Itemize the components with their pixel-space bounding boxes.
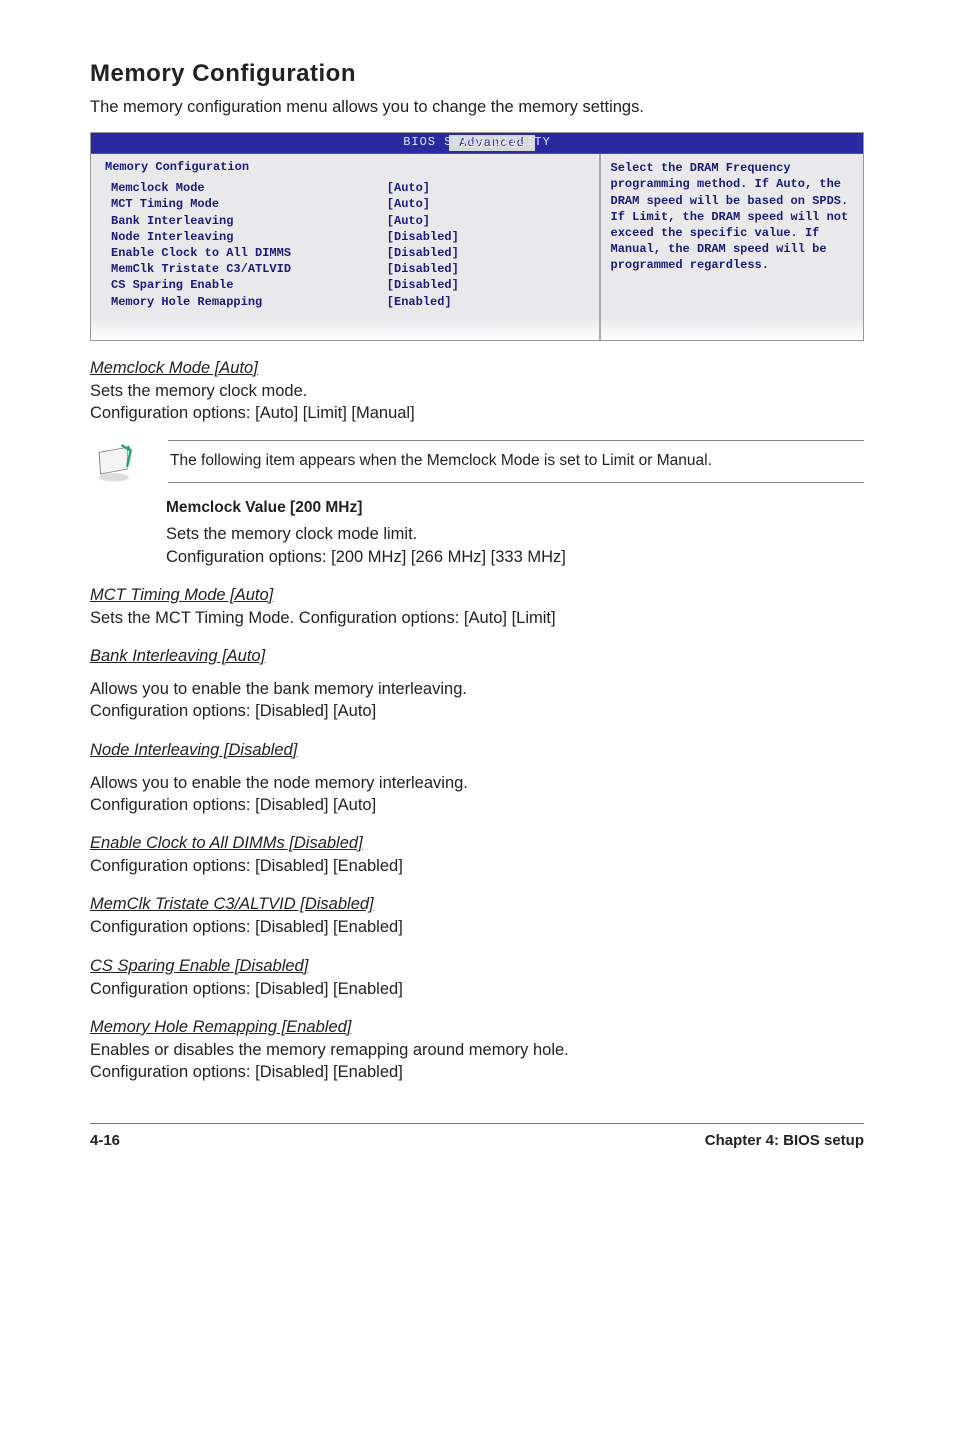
bios-setting-key: MemClk Tristate C3/ATLVID: [111, 261, 387, 277]
bios-setting-value: [Auto]: [387, 180, 587, 196]
section-line: Configuration options: [Auto] [Limit] [M…: [90, 402, 864, 424]
section-line: Configuration options: [Disabled] [Enabl…: [90, 916, 864, 938]
bios-setting-row: MemClk Tristate C3/ATLVID[Disabled]: [99, 261, 591, 277]
section-line: Allows you to enable the node memory int…: [90, 772, 864, 794]
note-block: The following item appears when the Memc…: [90, 440, 864, 489]
bios-setting-value: [Disabled]: [387, 261, 587, 277]
footer-page-number: 4-16: [90, 1132, 120, 1149]
section-title: CS Sparing Enable [Disabled]: [90, 957, 864, 976]
section-title: Node Interleaving [Disabled]: [90, 741, 864, 760]
intro-text: The memory configuration menu allows you…: [90, 96, 864, 118]
section-title: Memclock Mode [Auto]: [90, 359, 864, 378]
memclock-body-line: Sets the memory clock mode limit.: [166, 523, 864, 545]
bios-setting-key: CS Sparing Enable: [111, 277, 387, 293]
bios-setting-row: MCT Timing Mode[Auto]: [99, 196, 591, 212]
bios-setting-row: Memory Hole Remapping[Enabled]: [99, 294, 591, 310]
section-title: MemClk Tristate C3/ALTVID [Disabled]: [90, 895, 864, 914]
bios-setting-value: [Auto]: [387, 196, 587, 212]
section-title: Memory Hole Remapping [Enabled]: [90, 1018, 864, 1037]
section-line: Configuration options: [Disabled] [Auto]: [90, 794, 864, 816]
section-line: Configuration options: [Disabled] [Enabl…: [90, 855, 864, 877]
section-line: Configuration options: [Disabled] [Enabl…: [90, 978, 864, 1000]
bios-setting-value: [Enabled]: [387, 294, 587, 310]
memclock-value-heading: Memclock Value [200 MHz]: [166, 499, 864, 517]
bios-setting-value: [Disabled]: [387, 245, 587, 261]
note-text: The following item appears when the Memc…: [168, 440, 864, 483]
page-footer: 4-16 Chapter 4: BIOS setup: [90, 1123, 864, 1149]
note-icon: [90, 440, 138, 489]
section-title: Bank Interleaving [Auto]: [90, 647, 864, 666]
bios-help-panel: Select the DRAM Frequency programming me…: [601, 154, 863, 340]
bios-screenshot: Advanced BIOS SETUP UTILITY Memory Confi…: [90, 132, 864, 341]
bios-setting-key: Enable Clock to All DIMMS: [111, 245, 387, 261]
bios-left-panel: Memory Configuration Memclock Mode[Auto]…: [91, 154, 601, 340]
bios-tab: Advanced: [449, 135, 535, 151]
section-line: Configuration options: [Disabled] [Auto]: [90, 700, 864, 722]
bios-setting-row: Memclock Mode[Auto]: [99, 180, 591, 196]
section-title: MCT Timing Mode [Auto]: [90, 586, 864, 605]
section-line: Enables or disables the memory remapping…: [90, 1039, 864, 1061]
bios-setting-row: CS Sparing Enable[Disabled]: [99, 277, 591, 293]
bios-titlebar: Advanced BIOS SETUP UTILITY: [91, 133, 863, 154]
page-heading: Memory Configuration: [90, 60, 864, 88]
bios-setting-key: MCT Timing Mode: [111, 196, 387, 212]
bios-setting-row: Node Interleaving[Disabled]: [99, 229, 591, 245]
bios-setting-value: [Auto]: [387, 213, 587, 229]
section-title: Enable Clock to All DIMMs [Disabled]: [90, 834, 864, 853]
section-line: Allows you to enable the bank memory int…: [90, 678, 864, 700]
bios-setting-value: [Disabled]: [387, 229, 587, 245]
bios-setting-row: Bank Interleaving[Auto]: [99, 213, 591, 229]
bios-section-title: Memory Configuration: [99, 158, 591, 180]
bios-setting-key: Memory Hole Remapping: [111, 294, 387, 310]
bios-setting-key: Memclock Mode: [111, 180, 387, 196]
section-line: Configuration options: [Disabled] [Enabl…: [90, 1061, 864, 1083]
section-line: Sets the memory clock mode.: [90, 380, 864, 402]
bios-setting-row: Enable Clock to All DIMMS[Disabled]: [99, 245, 591, 261]
footer-chapter: Chapter 4: BIOS setup: [705, 1132, 864, 1149]
bios-setting-key: Bank Interleaving: [111, 213, 387, 229]
bios-setting-value: [Disabled]: [387, 277, 587, 293]
memclock-body-line: Configuration options: [200 MHz] [266 MH…: [166, 546, 864, 568]
section-line: Sets the MCT Timing Mode. Configuration …: [90, 607, 864, 629]
bios-setting-key: Node Interleaving: [111, 229, 387, 245]
